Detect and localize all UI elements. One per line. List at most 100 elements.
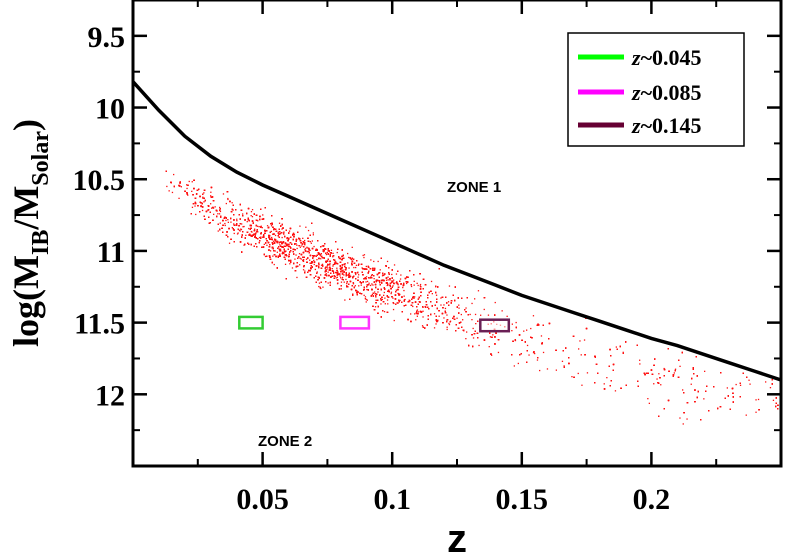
scatter-point — [335, 277, 337, 279]
scatter-point — [614, 390, 617, 392]
scatter-point — [335, 271, 337, 274]
scatter-point — [381, 298, 383, 301]
scatter-point — [173, 173, 175, 176]
scatter-point — [406, 282, 408, 285]
scatter-point — [257, 220, 259, 222]
scatter-point — [262, 214, 264, 216]
scatter-point — [348, 267, 350, 269]
scatter-point — [430, 280, 433, 283]
scatter-point — [289, 246, 291, 248]
scatter-point — [250, 211, 253, 213]
scatter-point — [361, 267, 363, 269]
scatter-point — [318, 277, 320, 279]
scatter-point — [262, 235, 265, 237]
scatter-point — [313, 256, 315, 258]
scatter-point — [417, 311, 420, 313]
scatter-point — [309, 249, 311, 251]
scatter-point — [260, 225, 262, 227]
scatter-point — [446, 328, 448, 331]
scatter-point — [324, 267, 326, 270]
scatter-point — [363, 256, 365, 259]
scatter-point — [360, 284, 362, 286]
scatter-point — [309, 241, 311, 243]
scatter-point — [305, 258, 308, 260]
scatter-point — [202, 196, 204, 198]
scatter-point — [225, 202, 227, 205]
scatter-point — [395, 289, 397, 291]
scatter-point — [187, 194, 189, 196]
scatter-point — [586, 372, 589, 374]
scatter-point — [365, 281, 367, 283]
scatter-point — [350, 275, 352, 277]
scatter-point — [377, 291, 379, 293]
scatter-point — [370, 259, 372, 261]
scatter-point — [399, 278, 402, 280]
scatter-point — [577, 372, 579, 375]
scatter-point — [757, 398, 760, 401]
scatter-point — [278, 222, 281, 224]
scatter-point — [320, 258, 322, 260]
scatter-point — [375, 299, 377, 301]
scatter-point — [443, 304, 445, 306]
scatter-point — [372, 284, 374, 286]
scatter-point — [217, 230, 219, 232]
scatter-point — [243, 244, 245, 246]
scatter-point — [395, 273, 398, 275]
scatter-point — [258, 242, 260, 244]
scatter-point — [362, 281, 364, 284]
scatter-point — [448, 285, 451, 287]
scatter-point — [417, 298, 420, 300]
scatter-point — [446, 326, 448, 328]
scatter-point — [686, 418, 688, 420]
scatter-point — [313, 263, 315, 266]
scatter-point — [227, 219, 229, 221]
scatter-point — [295, 254, 297, 256]
scatter-point — [191, 181, 193, 183]
scatter-point — [191, 190, 193, 192]
scatter-point — [417, 284, 419, 287]
scatter-point — [322, 286, 324, 288]
scatter-point — [217, 213, 219, 215]
scatter-point — [213, 213, 215, 215]
scatter-point — [488, 346, 490, 348]
scatter-point — [440, 297, 442, 299]
scatter-point — [389, 286, 391, 288]
scatter-point — [749, 383, 751, 385]
scatter-point — [526, 329, 528, 331]
scatter-point — [365, 276, 368, 278]
scatter-point — [316, 259, 318, 261]
scatter-point — [603, 383, 605, 385]
scatter-point — [288, 243, 290, 245]
scatter-point — [336, 276, 338, 278]
scatter-point — [383, 294, 385, 296]
scatter-point — [491, 354, 493, 356]
scatter-point — [534, 352, 536, 355]
scatter-point — [228, 242, 231, 244]
scatter-point — [294, 258, 296, 260]
scatter-point — [384, 303, 386, 305]
scatter-point — [291, 267, 294, 269]
scatter-point — [346, 282, 348, 284]
scatter-point — [396, 302, 398, 304]
scatter-point — [511, 323, 513, 325]
scatter-point — [245, 234, 247, 236]
scatter-point — [387, 303, 389, 305]
scatter-point — [365, 298, 367, 301]
scatter-point — [186, 187, 188, 190]
scatter-point — [377, 260, 379, 263]
scatter-point — [298, 253, 301, 255]
scatter-point — [414, 313, 416, 315]
scatter-point — [433, 313, 436, 315]
scatter-point — [511, 330, 513, 332]
scatter-point — [363, 294, 365, 296]
scatter-point — [224, 222, 226, 225]
scatter-point — [422, 316, 424, 318]
scatter-point — [448, 322, 450, 325]
scatter-point — [673, 372, 675, 374]
scatter-point — [402, 286, 404, 289]
scatter-point — [384, 297, 386, 299]
scatter-point — [380, 303, 382, 305]
scatter-point — [269, 250, 272, 252]
scatter-point — [357, 276, 359, 278]
scatter-point — [748, 379, 750, 381]
